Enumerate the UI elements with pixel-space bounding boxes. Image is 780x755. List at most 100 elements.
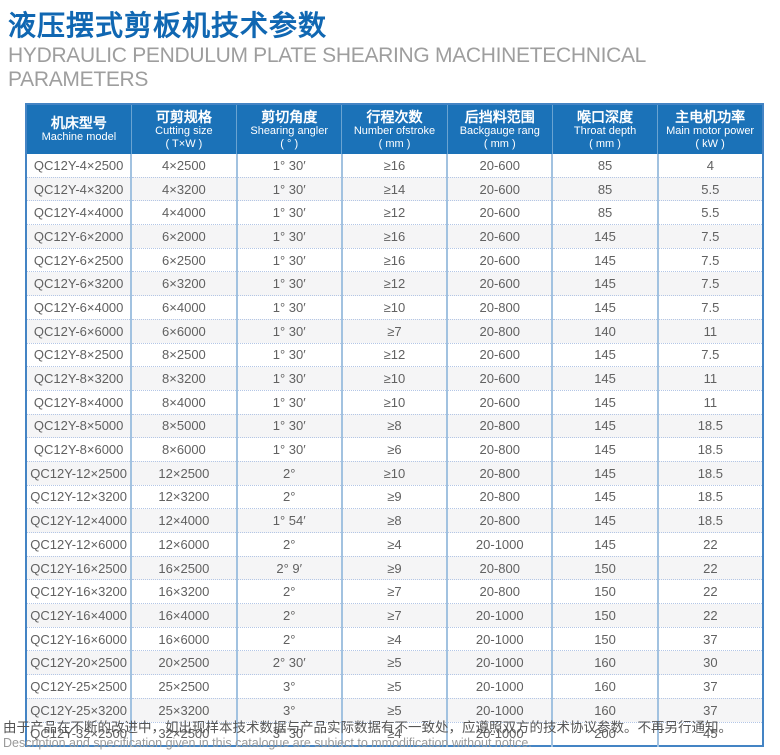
table-row: QC12Y-8×2500 8×2500 1° 30′ ≥12 20-600 145 7.5 [26,342,763,367]
cell: 25×3200 [130,697,237,722]
cell: ≥16 [340,224,448,249]
table-row: QC12Y-8×3200 8×3200 1° 30′ ≥10 20-600 145 11 [26,366,763,391]
cell: 18.5 [656,437,763,462]
column-label-cn: 剪切角度 [261,108,318,125]
cell: ≥6 [340,437,448,462]
cell: 145 [551,460,658,486]
cell: 3° [235,674,342,699]
spec-table-body: QC12Y-4×2500 4×2500 1° 30′ ≥16 20-600 85 4 QC12… [26,154,763,747]
column-label-en: Throat depth [573,124,637,137]
cell: 145 [551,532,658,557]
table-row: QC12Y-25×2500 25×2500 3° ≥5 20-1000 160 37 [26,674,763,699]
cell: 4×4000 [130,200,237,225]
column-label-en: Backgauge rang [459,124,540,137]
cell: 8×5000 [130,413,237,438]
cell: 8×4000 [130,389,237,415]
table-row: QC12Y-4×3200 4×3200 1° 30′ ≥14 20-600 85 5.5 [26,176,763,201]
cell: ≥10 [340,460,448,486]
cell: 20-1000 [446,721,553,747]
cell: 12×3200 [130,484,237,509]
cell: 1° 30′ [235,437,342,462]
column-header-6: 主电机功率 Main motor power( kW ) [657,104,763,154]
cell: ≥10 [340,389,448,415]
cell: 22 [656,555,763,580]
column-header-5: 喉口深度 Throat depth( mm ) [551,104,658,154]
column-unit: ( mm ) [378,138,411,151]
cell: 145 [551,413,658,438]
cell: QC12Y-8×3200 [26,366,132,391]
cell: 20-1000 [446,626,553,651]
cell: 1° 30′ [235,342,342,367]
cell: ≥8 [340,508,448,533]
cell: 2° 30′ [235,650,342,675]
cell: 7.5 [656,342,763,367]
column-label-cn: 机床型号 [50,114,107,131]
page-subtitle-line1: HYDRAULIC PENDULUM PLATE SHEARING MACHIN… [8,44,647,67]
cell: 1° 30′ [235,247,342,272]
table-row: QC12Y-6×2000 6×2000 1° 30′ ≥16 20-600 145 7.5 [26,224,763,249]
cell: 11 [656,366,763,391]
cell: 20-1000 [446,532,553,557]
cell: 8×6000 [130,437,237,462]
cell: QC12Y-12×2500 [26,460,132,486]
cell: 2° [235,626,342,651]
cell: 7.5 [656,247,763,272]
cell: 20-600 [446,224,553,249]
cell: 2° [235,532,342,557]
cell: 145 [551,271,658,296]
cell: 20-600 [446,271,553,296]
column-label-en: Main motor power [666,124,755,137]
cell: 20-1000 [446,674,553,699]
cell: 4×3200 [130,176,237,201]
cell: 8×2500 [130,342,237,367]
cell: 1° 54′ [235,508,342,533]
table-row: QC12Y-12×6000 12×6000 2° ≥4 20-1000 145 22 [26,532,763,557]
cell: 1° 30′ [235,366,342,391]
cell: 20-1000 [446,603,553,628]
cell: 1° 30′ [235,271,342,296]
cell: ≥4 [340,721,448,747]
cell: 3° [235,697,342,722]
column-header-4: 后挡料范围 Backgauge rang( mm ) [446,104,553,154]
cell: 20-600 [446,366,553,391]
footer-note-cn: 由于产品在不断的改进中，如出现样本技术数据与产品实际数据有不一致处，应遵照双方的… [3,720,732,735]
table-row: QC12Y-4×2500 4×2500 1° 30′ ≥16 20-600 85 4 [26,154,763,178]
cell: QC12Y-32×2500 [26,721,132,747]
cell: 85 [551,154,658,178]
cell: ≥10 [340,366,448,391]
cell: 22 [656,579,763,604]
cell: ≥12 [340,342,448,367]
cell: QC12Y-4×2500 [26,154,132,178]
cell: ≥4 [340,626,448,651]
column-header-1: 可剪规格 Cutting size( T×W ) [130,104,237,154]
column-label-cn: 可剪规格 [155,108,212,125]
cell: QC12Y-6×2000 [26,224,132,249]
cell: QC12Y-8×2500 [26,342,132,367]
cell: 1° 30′ [235,389,342,415]
cell: ≥5 [340,697,448,722]
column-unit: ( mm ) [483,138,516,151]
footer-note-en: Description and specification given in t… [3,736,532,751]
cell: QC12Y-12×6000 [26,532,132,557]
cell: 1° 30′ [235,318,342,343]
cell: QC12Y-6×3200 [26,271,132,296]
cell: 16×6000 [130,626,237,651]
cell: 145 [551,247,658,272]
table-row: QC12Y-8×6000 8×6000 1° 30′ ≥6 20-800 145 18.5 [26,437,763,462]
column-header-2: 剪切角度 Shearing angler( ° ) [236,104,342,154]
cell: ≥4 [340,532,448,557]
cell: 150 [551,603,658,628]
cell: 1° 30′ [235,224,342,249]
cell: 12×6000 [130,532,237,557]
cell: 2° [235,603,342,628]
cell: 140 [551,318,658,343]
cell: 20-800 [446,555,553,580]
cell: 20-800 [446,508,553,533]
cell: ≥9 [340,484,448,509]
table-row: QC12Y-8×5000 8×5000 1° 30′ ≥8 20-800 145 18.5 [26,413,763,438]
cell: 145 [551,366,658,391]
cell: 2° 9′ [235,555,342,580]
cell: ≥12 [340,271,448,296]
cell: ≥7 [340,603,448,628]
cell: 25×2500 [130,674,237,699]
